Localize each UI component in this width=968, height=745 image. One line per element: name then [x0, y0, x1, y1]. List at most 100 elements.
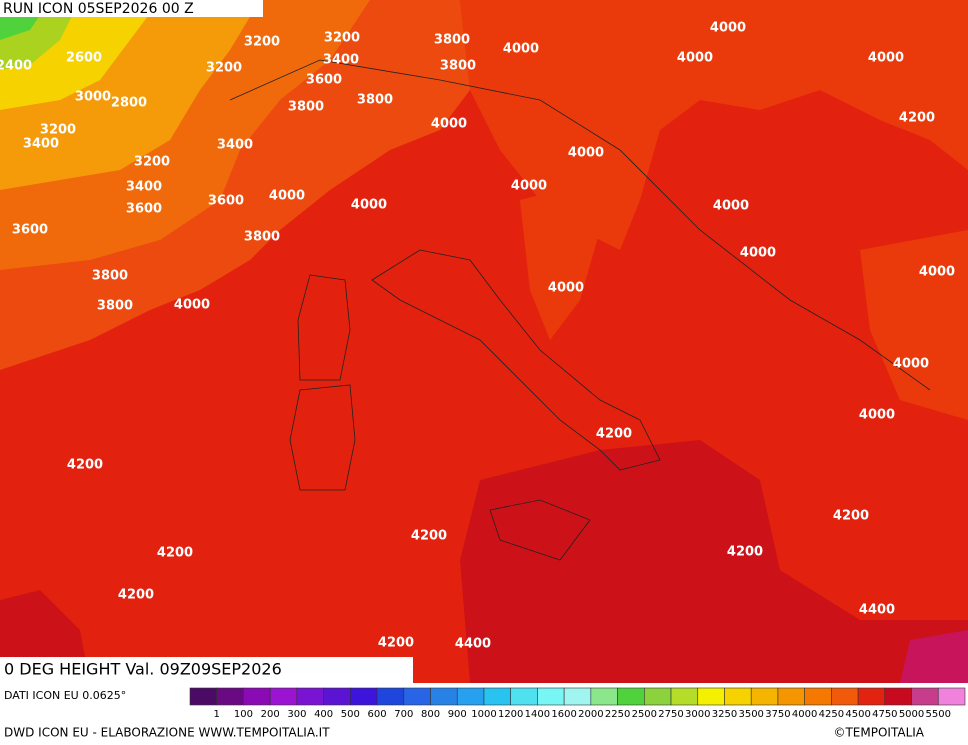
- contour-label: 4000: [503, 42, 539, 57]
- contour-label: 4400: [859, 603, 895, 618]
- field-south: [460, 440, 968, 683]
- colorbar-swatch: [804, 687, 832, 706]
- contour-label: 4000: [351, 198, 387, 213]
- contour-label: 4000: [568, 146, 604, 161]
- colorbar-label: 2750: [658, 709, 683, 720]
- colorbar-label: 1200: [498, 709, 523, 720]
- colorbar-swatch: [430, 687, 458, 706]
- contour-label: 4000: [431, 117, 467, 132]
- colorbar-label: 800: [421, 709, 440, 720]
- colorbar-label: 3750: [765, 709, 790, 720]
- colorbar-swatch: [296, 687, 324, 706]
- colorbar-label: 4500: [845, 709, 870, 720]
- contour-label: 4000: [713, 199, 749, 214]
- colorbar-swatch: [670, 687, 699, 706]
- colorbar-label: 1000: [471, 709, 496, 720]
- contour-label: 4200: [899, 111, 935, 126]
- colorbar-swatch: [831, 687, 859, 706]
- colorbar-swatch: [750, 687, 779, 706]
- contour-label: 3600: [12, 223, 48, 238]
- contour-label: 4000: [859, 408, 895, 423]
- colorbar-swatch: [323, 687, 351, 706]
- contour-label: 4000: [269, 189, 305, 204]
- contour-label: 4000: [868, 51, 904, 66]
- contour-label: 2800: [111, 96, 147, 111]
- map: [0, 0, 968, 683]
- contour-label: 3400: [217, 138, 253, 153]
- contour-label: 4000: [174, 298, 210, 313]
- colorbar-swatch: [617, 687, 645, 706]
- colorbar-label: 400: [314, 709, 333, 720]
- colorbar-swatch: [456, 687, 485, 706]
- contour-label: 3400: [23, 137, 59, 152]
- colorbar-swatch: [777, 687, 805, 706]
- contour-label: 3800: [434, 33, 470, 48]
- colorbar-swatch: [403, 687, 431, 706]
- colorbar-label: 1600: [551, 709, 576, 720]
- map-title: 0 DEG HEIGHT Val. 09Z09SEP2026: [4, 660, 282, 679]
- colorbar-swatch: [189, 687, 218, 706]
- colorbar-label: 2250: [605, 709, 630, 720]
- contour-label: 3200: [206, 61, 242, 76]
- contour-label: 3600: [208, 194, 244, 209]
- colorbar-swatch: [911, 687, 939, 706]
- colorbar-swatch: [350, 687, 378, 706]
- contour-label: 3200: [134, 155, 170, 170]
- contour-label: 3200: [324, 31, 360, 46]
- colorbar-swatch: [884, 687, 912, 706]
- colorbar-swatch: [697, 687, 725, 706]
- run-header: RUN ICON 05SEP2026 00 Z: [3, 1, 194, 17]
- field-east: [460, 0, 968, 250]
- contour-label: 3400: [126, 180, 162, 195]
- field-balkan: [860, 230, 968, 420]
- colorbar-label: 300: [287, 709, 306, 720]
- contour-label: 3800: [288, 100, 324, 115]
- colorbar-label: 3000: [685, 709, 710, 720]
- contour-label: 4000: [740, 246, 776, 261]
- colorbar-label: 4250: [819, 709, 844, 720]
- colorbar-label: 2500: [632, 709, 657, 720]
- title-box: [0, 657, 413, 683]
- colorbar-swatch: [243, 687, 271, 706]
- contour-label: 4000: [511, 179, 547, 194]
- colorbar: 1 100 200 300 400 500 600 700 800 900 1000 1200 1400…: [189, 687, 966, 720]
- header-box: [0, 0, 263, 17]
- colorbar-swatch: [937, 687, 966, 706]
- contour-label: 4000: [893, 357, 929, 372]
- colorbar-label: 200: [261, 709, 280, 720]
- contour-label: 3200: [40, 123, 76, 138]
- contour-label: 4200: [157, 546, 193, 561]
- contour-label: 4000: [710, 21, 746, 36]
- colorbar-swatch: [563, 687, 592, 706]
- colorbar-label: 700: [394, 709, 413, 720]
- contour-label: 2600: [66, 51, 102, 66]
- colorbar-swatch: [376, 687, 405, 706]
- footer-left: DWD ICON EU - ELABORAZIONE WWW.TEMPOITAL…: [4, 726, 330, 740]
- field-adriatic: [520, 190, 600, 340]
- colorbar-swatch: [483, 687, 511, 706]
- colorbar-swatch: [644, 687, 672, 706]
- contour-label: 4200: [378, 636, 414, 651]
- colorbar-label: 900: [448, 709, 467, 720]
- contour-label: 3400: [323, 53, 359, 68]
- colorbar-swatch: [590, 687, 618, 706]
- colorbar-swatch: [216, 687, 244, 706]
- contour-label: 4200: [833, 509, 869, 524]
- colorbar-label: 600: [368, 709, 387, 720]
- colorbar-label: 1400: [525, 709, 550, 720]
- contour-label: 3800: [440, 59, 476, 74]
- footer-right: ©TEMPOITALIA: [833, 726, 924, 740]
- contour-label: 3800: [92, 269, 128, 284]
- colorbar-swatch: [857, 687, 886, 706]
- field-se: [900, 630, 968, 683]
- contour-label: 3600: [126, 202, 162, 217]
- contour-label: 3000: [75, 90, 111, 105]
- colorbar-label: 500: [341, 709, 360, 720]
- contour-label: 4200: [67, 458, 103, 473]
- coastlines: [229, 59, 931, 561]
- contour-label: 4400: [455, 637, 491, 652]
- contour-label: 4200: [596, 427, 632, 442]
- colorbar-swatch: [537, 687, 565, 706]
